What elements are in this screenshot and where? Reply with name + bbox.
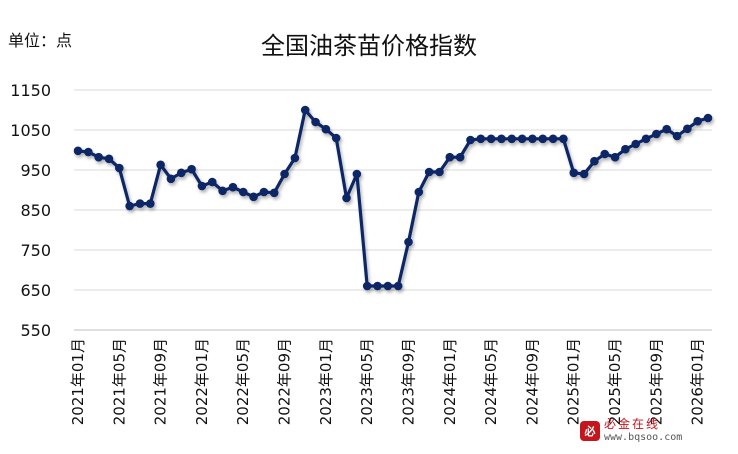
data-point xyxy=(693,116,702,126)
data-point xyxy=(466,135,475,145)
data-point xyxy=(207,177,217,187)
data-point xyxy=(517,134,527,144)
data-point xyxy=(662,124,671,134)
x-tick-label: 2023年05月 xyxy=(358,338,376,425)
data-point xyxy=(424,167,434,177)
watermark-logo-icon: 必 xyxy=(580,421,600,441)
data-point xyxy=(259,187,269,197)
data-point xyxy=(569,168,579,178)
data-point xyxy=(228,182,238,192)
data-point xyxy=(373,281,382,291)
data-point xyxy=(652,129,661,139)
data-point xyxy=(342,193,351,203)
data-point xyxy=(414,187,424,197)
x-tick-label: 2026年01月 xyxy=(689,338,707,425)
x-tick-label: 2024年05月 xyxy=(482,338,500,425)
data-point xyxy=(559,134,568,144)
y-tick-label: 1050 xyxy=(10,121,51,140)
x-tick-label: 2021年05月 xyxy=(110,338,128,425)
data-point xyxy=(703,113,713,123)
data-point xyxy=(362,281,372,291)
x-tick-label: 2023年09月 xyxy=(399,338,417,425)
y-tick-label: 850 xyxy=(20,201,51,220)
x-tick-label: 2022年05月 xyxy=(234,338,252,425)
data-point xyxy=(497,134,506,144)
data-point xyxy=(290,153,300,163)
x-tick-label: 2021年09月 xyxy=(152,338,170,425)
data-point xyxy=(104,154,114,164)
x-tick-label: 2023年01月 xyxy=(317,338,335,425)
data-point xyxy=(600,149,610,159)
data-point xyxy=(404,237,413,247)
data-point xyxy=(115,163,124,173)
data-point xyxy=(300,105,310,115)
x-tick-label: 2021年01月 xyxy=(69,338,87,425)
chart-title: 全国油茶苗价格指数 xyxy=(261,32,477,60)
data-point xyxy=(486,134,496,144)
data-point xyxy=(621,144,630,154)
data-point xyxy=(548,134,558,144)
data-point xyxy=(631,139,641,149)
x-tick-label: 2025年05月 xyxy=(606,338,624,425)
x-tick-label: 2022年09月 xyxy=(276,338,294,425)
y-tick-label: 650 xyxy=(20,281,51,300)
data-point xyxy=(538,134,548,144)
data-point xyxy=(352,169,362,179)
data-point xyxy=(476,134,486,144)
watermark: 必 必金在线 www.bqsoo.com xyxy=(580,418,682,444)
data-point xyxy=(94,152,103,162)
data-point xyxy=(590,156,599,166)
data-point xyxy=(641,134,651,144)
data-point xyxy=(331,133,341,143)
unit-label: 单位：点 xyxy=(8,31,73,50)
data-point xyxy=(445,152,455,162)
data-point xyxy=(176,168,186,178)
x-tick-label: 2025年01月 xyxy=(565,338,583,425)
data-point xyxy=(383,281,393,291)
data-point xyxy=(269,188,279,198)
y-tick-label: 1150 xyxy=(10,81,51,100)
data-point xyxy=(84,147,93,157)
data-point xyxy=(197,181,207,191)
data-point xyxy=(321,124,331,134)
data-point xyxy=(249,192,258,202)
data-point xyxy=(125,201,134,211)
data-point xyxy=(135,199,145,208)
data-point xyxy=(280,169,289,179)
data-point xyxy=(145,199,155,208)
data-point xyxy=(187,164,196,174)
data-point xyxy=(435,167,444,177)
watermark-url: www.bqsoo.com xyxy=(604,432,683,443)
data-point xyxy=(166,174,176,184)
data-point xyxy=(218,186,227,196)
data-point xyxy=(528,134,537,144)
data-point xyxy=(73,146,83,156)
data-point xyxy=(238,187,248,197)
data-point xyxy=(156,160,165,170)
data-point xyxy=(393,281,403,291)
data-point xyxy=(507,134,517,144)
y-tick-label: 550 xyxy=(20,321,51,340)
series-line xyxy=(76,108,710,288)
data-point xyxy=(455,152,465,162)
data-point xyxy=(311,117,320,127)
data-point xyxy=(672,131,682,141)
data-point xyxy=(610,152,620,162)
x-tick-label: 2025年09月 xyxy=(647,338,665,425)
y-tick-label: 750 xyxy=(20,241,51,260)
watermark-name: 必金在线 xyxy=(604,417,661,431)
data-point xyxy=(579,169,589,179)
data-point xyxy=(683,124,692,134)
x-tick-label: 2024年01月 xyxy=(441,338,459,425)
x-tick-label: 2024年09月 xyxy=(523,338,541,425)
y-tick-label: 950 xyxy=(20,161,51,180)
x-tick-label: 2022年01月 xyxy=(193,338,211,425)
